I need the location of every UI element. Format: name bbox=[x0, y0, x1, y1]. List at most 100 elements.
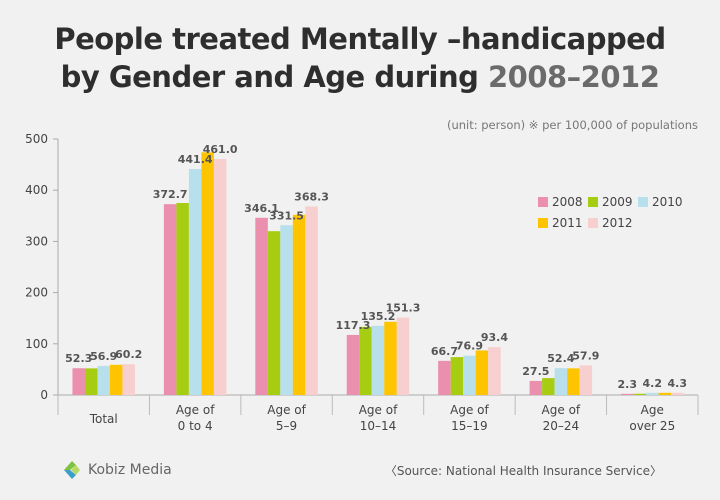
bar-2012 bbox=[213, 158, 227, 395]
category-label: Age over 25 bbox=[629, 403, 675, 433]
unit-note: (unit: person) ※ per 100,000 of populati… bbox=[446, 118, 698, 132]
bar-2011 bbox=[567, 368, 580, 395]
category-label-line: 15–19 bbox=[451, 419, 488, 433]
legend-swatch-2012 bbox=[588, 218, 598, 228]
bar-2008 bbox=[529, 380, 543, 395]
category-label: Age of 5–9 bbox=[267, 403, 306, 433]
data-label: 93.4 bbox=[481, 331, 508, 344]
legend-label-2008: 2008 bbox=[552, 195, 583, 209]
bar-2008 bbox=[163, 204, 177, 395]
data-label: 117.3 bbox=[336, 319, 371, 332]
bar-2010 bbox=[554, 368, 568, 395]
bar-2011 bbox=[475, 350, 489, 395]
bar-2008 bbox=[346, 334, 360, 395]
data-label: 331.5 bbox=[269, 209, 304, 222]
data-label: 57.9 bbox=[572, 349, 599, 362]
source-note: 〈Source: National Health Insurance Servi… bbox=[384, 464, 662, 478]
logo: Kobiz Media bbox=[62, 459, 172, 481]
bar-2009 bbox=[84, 368, 98, 395]
y-tick-label: 500 bbox=[25, 132, 48, 146]
data-label: 151.3 bbox=[386, 302, 421, 315]
category-label-line: Age of bbox=[359, 403, 398, 417]
bar-2010 bbox=[646, 392, 659, 395]
bar-2009 bbox=[176, 203, 189, 395]
bar-2008 bbox=[438, 360, 451, 395]
chart-title: People treated Mentally –handicapped by … bbox=[0, 20, 720, 96]
data-label: 346.1 bbox=[244, 202, 279, 215]
bar-2011 bbox=[292, 214, 306, 395]
y-tick-label: 400 bbox=[25, 183, 48, 197]
bar-2009 bbox=[633, 393, 647, 395]
bar-2012 bbox=[671, 392, 684, 395]
data-label: 4.3 bbox=[668, 377, 688, 390]
category-label-line: 20–24 bbox=[543, 419, 580, 433]
bar-2010 bbox=[280, 225, 293, 395]
bar-2012 bbox=[579, 365, 593, 395]
legend-label-2011: 2011 bbox=[552, 216, 583, 230]
bar-2012 bbox=[396, 317, 410, 395]
legend-label-2009: 2009 bbox=[602, 195, 633, 209]
category-label: Age of 0 to 4 bbox=[176, 403, 215, 433]
y-tick-label: 300 bbox=[25, 234, 48, 248]
kobiz-logo-icon bbox=[64, 461, 80, 479]
data-label: 60.2 bbox=[115, 348, 142, 361]
title-line-2-prefix: by Gender and Age during bbox=[60, 60, 488, 94]
bar-2009 bbox=[450, 357, 464, 395]
category-label-line: Age bbox=[641, 403, 664, 417]
bar-2010 bbox=[463, 355, 476, 395]
data-label: 368.3 bbox=[294, 190, 329, 203]
category-label: Age of 10–14 bbox=[359, 403, 398, 433]
bar-2012 bbox=[305, 206, 318, 395]
data-label: 461.0 bbox=[203, 143, 238, 156]
data-label: 66.7 bbox=[431, 345, 458, 358]
title-line-1: People treated Mentally –handicapped bbox=[54, 22, 666, 56]
category-label-line: Age of bbox=[267, 403, 306, 417]
category-label-line: 10–14 bbox=[360, 419, 397, 433]
legend-swatch-2011 bbox=[538, 218, 548, 228]
category-label: Age of 20–24 bbox=[542, 403, 581, 433]
bar-2008 bbox=[255, 217, 268, 395]
bar-2011 bbox=[384, 321, 397, 395]
data-label: 52.3 bbox=[65, 352, 92, 365]
title-years: 2008–2012 bbox=[487, 60, 660, 94]
bar-2011 bbox=[658, 392, 672, 395]
legend-swatch-2010 bbox=[638, 197, 648, 207]
logo-text: Kobiz Media bbox=[88, 462, 172, 478]
title-line-2: by Gender and Age during 2008–2012 bbox=[0, 58, 720, 96]
bar-2008 bbox=[621, 393, 634, 395]
legend-label-2010: 2010 bbox=[652, 195, 683, 209]
bar-2010 bbox=[371, 325, 385, 395]
data-label: 56.9 bbox=[90, 350, 117, 363]
data-label: 4.2 bbox=[643, 377, 663, 390]
legend-swatch-2008 bbox=[538, 197, 548, 207]
bar-2010 bbox=[188, 169, 202, 395]
category-label-line: Total bbox=[89, 412, 118, 426]
bar-2008 bbox=[72, 368, 85, 395]
bar-2009 bbox=[267, 231, 281, 395]
bar-2011 bbox=[201, 152, 214, 395]
category-label-line: Age of bbox=[176, 403, 215, 417]
y-tick-label: 0 bbox=[40, 388, 48, 402]
category-label-line: Age of bbox=[542, 403, 581, 417]
category-label-line: Age of bbox=[450, 403, 489, 417]
category-label: Total bbox=[89, 412, 118, 426]
category-label-line: 5–9 bbox=[276, 419, 297, 433]
data-label: 2.3 bbox=[618, 378, 638, 391]
bar-2010 bbox=[97, 365, 110, 395]
data-label: 76.9 bbox=[456, 340, 483, 353]
legend-label-2012: 2012 bbox=[602, 216, 633, 230]
bar-2009 bbox=[359, 326, 372, 395]
data-label: 441.4 bbox=[178, 153, 213, 166]
bar-2009 bbox=[542, 378, 555, 395]
data-label: 52.4 bbox=[547, 352, 574, 365]
bar-2012 bbox=[488, 347, 501, 395]
bar-2012 bbox=[122, 364, 135, 395]
category-label: Age of 15–19 bbox=[450, 403, 489, 433]
y-tick-label: 200 bbox=[25, 286, 48, 300]
y-tick-label: 100 bbox=[25, 337, 48, 351]
bar-2011 bbox=[109, 364, 123, 395]
data-label: 135.2 bbox=[361, 310, 396, 323]
data-label: 372.7 bbox=[153, 188, 188, 201]
category-label-line: 0 to 4 bbox=[178, 419, 213, 433]
